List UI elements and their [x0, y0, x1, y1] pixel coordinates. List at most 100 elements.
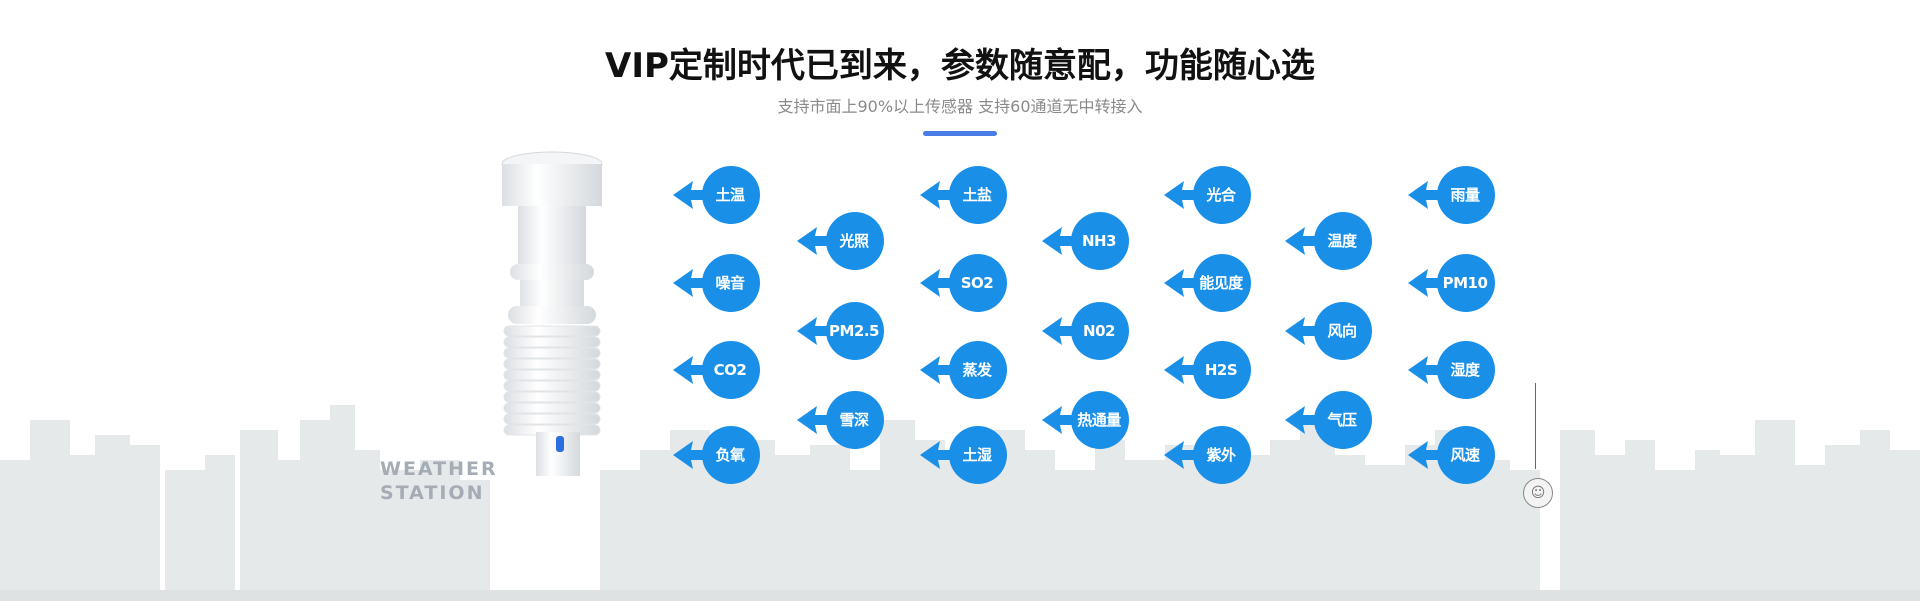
sensor-label: 气压 [1327, 411, 1357, 429]
sensor-bubble: PM10 [1382, 253, 1502, 313]
left-arrow-icon [797, 212, 884, 270]
skyline-building [1365, 465, 1405, 601]
skyline-building [1300, 425, 1335, 601]
left-arrow-icon [1285, 302, 1372, 360]
sensor-label: 噪音 [715, 274, 745, 292]
skyline-building [1025, 450, 1055, 601]
skyline-building [300, 420, 330, 601]
left-arrow-icon [920, 426, 1007, 484]
left-arrow-icon [1042, 212, 1129, 270]
weather-label-line2: STATION [380, 482, 485, 504]
skyline-building [1795, 465, 1825, 601]
sensor-label: 风向 [1327, 322, 1357, 340]
skyline-building [460, 480, 490, 601]
weather-station-label: WEATHER STATION [380, 457, 498, 505]
left-arrow-icon [920, 341, 1007, 399]
left-arrow-icon [1408, 341, 1495, 399]
skyline-building [355, 450, 380, 601]
skyline-building [1475, 460, 1510, 601]
sensor-bubble: 雪深 [771, 390, 891, 450]
sensor-bubble: 光合 [1138, 165, 1258, 225]
skyline-building [1095, 440, 1125, 601]
sensor-label: 雨量 [1450, 186, 1480, 204]
sensor-bubble: 能见度 [1138, 253, 1258, 313]
sensor-label: 土温 [715, 186, 745, 204]
sensor-bubble: 湿度 [1382, 340, 1502, 400]
sensor-label: NH3 [1081, 232, 1117, 250]
skyline-building [1335, 455, 1365, 601]
sensor-bubble: 雨量 [1382, 165, 1502, 225]
skyline-building [1165, 445, 1200, 601]
sensor-label: N02 [1083, 322, 1115, 340]
sensor-bubble: 蒸发 [894, 340, 1014, 400]
left-arrow-icon [1408, 254, 1495, 312]
sensor-label: CO2 [713, 361, 747, 379]
sensor-label: 光合 [1206, 186, 1236, 204]
skyline-building [30, 420, 70, 601]
skyline-building [95, 435, 130, 601]
left-arrow-icon [920, 166, 1007, 224]
sensor-label: 土盐 [962, 186, 992, 204]
skyline-building [420, 460, 460, 601]
skyline-building [130, 445, 160, 601]
skyline-building [240, 430, 278, 601]
skyline-building [915, 440, 945, 601]
left-arrow-icon [797, 302, 884, 360]
skyline-building [1595, 455, 1625, 601]
left-arrow-icon [1285, 212, 1372, 270]
sensor-bubble: 土温 [647, 165, 767, 225]
skyline-building [205, 455, 235, 601]
weather-label-line1: WEATHER [380, 458, 498, 480]
skyline-building [775, 455, 810, 601]
sensor-bubble: 土湿 [894, 425, 1014, 485]
skyline-building [810, 445, 850, 601]
left-arrow-icon [920, 254, 1007, 312]
side-divider-line [1535, 383, 1536, 469]
sensor-label: PM10 [1442, 274, 1488, 292]
sensor-bubble: 气压 [1259, 390, 1379, 450]
left-arrow-icon [673, 341, 760, 399]
skyline-building [850, 470, 880, 601]
skyline-building [0, 460, 30, 601]
sensor-label: 热通量 [1077, 411, 1121, 429]
skyline-building [165, 470, 205, 601]
skyline-building [1405, 445, 1435, 601]
sensor-label: PM2.5 [829, 322, 880, 340]
skyline-building [330, 405, 355, 601]
sensor-bubble: NH3 [1016, 211, 1136, 271]
sensor-bubble: 温度 [1259, 211, 1379, 271]
skyline-building [380, 470, 420, 601]
left-arrow-icon [1408, 166, 1495, 224]
skyline-building [1720, 455, 1755, 601]
sensor-bubble: 噪音 [647, 253, 767, 313]
sensor-label: 湿度 [1450, 361, 1480, 379]
skyline-building [880, 420, 915, 601]
skyline-building [1755, 420, 1795, 601]
left-arrow-icon [1164, 426, 1251, 484]
weather-station-product-image [501, 151, 603, 476]
sensor-bubble: 土盐 [894, 165, 1014, 225]
skyline-building [278, 460, 303, 601]
scroll-top-icon[interactable]: ☺ [1523, 478, 1553, 508]
sensor-bubble: N02 [1016, 301, 1136, 361]
left-arrow-icon [1285, 391, 1372, 449]
sensor-label: 蒸发 [962, 361, 992, 379]
skyline-building [1695, 450, 1720, 601]
skyline-building [600, 470, 640, 601]
left-arrow-icon [1408, 426, 1495, 484]
skyline-building [1860, 430, 1890, 601]
sensor-label: 风速 [1450, 446, 1480, 464]
sensor-bubble: 负氧 [647, 425, 767, 485]
sensor-bubble: CO2 [647, 340, 767, 400]
left-arrow-icon [1042, 302, 1129, 360]
sensor-label: 雪深 [839, 411, 869, 429]
skyline-building [1200, 470, 1230, 601]
skyline-building [1560, 430, 1595, 601]
page-subtitle: 支持市面上90%以上传感器 支持60通道无中转接入 [777, 97, 1143, 116]
sensor-bubble: SO2 [894, 253, 1014, 313]
sensor-label: SO2 [960, 274, 994, 292]
skyline-building [1825, 445, 1860, 601]
skyline-building [1055, 470, 1095, 601]
sensor-label: 光照 [839, 232, 869, 250]
left-arrow-icon [673, 166, 760, 224]
